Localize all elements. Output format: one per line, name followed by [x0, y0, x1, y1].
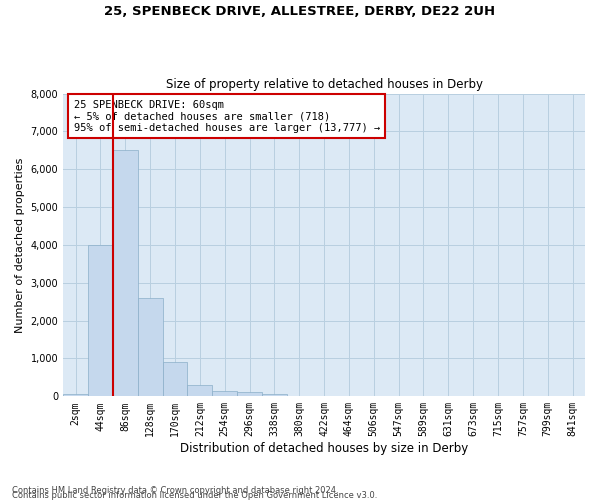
Text: 25, SPENBECK DRIVE, ALLESTREE, DERBY, DE22 2UH: 25, SPENBECK DRIVE, ALLESTREE, DERBY, DE…: [104, 5, 496, 18]
Bar: [212, 392, 237, 396]
Bar: [187, 386, 212, 396]
Title: Size of property relative to detached houses in Derby: Size of property relative to detached ho…: [166, 78, 482, 91]
Y-axis label: Number of detached properties: Number of detached properties: [15, 158, 25, 332]
Bar: [262, 394, 287, 396]
Bar: [163, 362, 187, 396]
Bar: [138, 298, 163, 396]
Text: Contains HM Land Registry data © Crown copyright and database right 2024.: Contains HM Land Registry data © Crown c…: [12, 486, 338, 495]
Bar: [113, 150, 138, 396]
X-axis label: Distribution of detached houses by size in Derby: Distribution of detached houses by size …: [180, 442, 468, 455]
Bar: [63, 394, 88, 396]
Text: 25 SPENBECK DRIVE: 60sqm
← 5% of detached houses are smaller (718)
95% of semi-d: 25 SPENBECK DRIVE: 60sqm ← 5% of detache…: [74, 100, 380, 133]
Bar: [237, 392, 262, 396]
Bar: [88, 245, 113, 396]
Text: Contains public sector information licensed under the Open Government Licence v3: Contains public sector information licen…: [12, 491, 377, 500]
